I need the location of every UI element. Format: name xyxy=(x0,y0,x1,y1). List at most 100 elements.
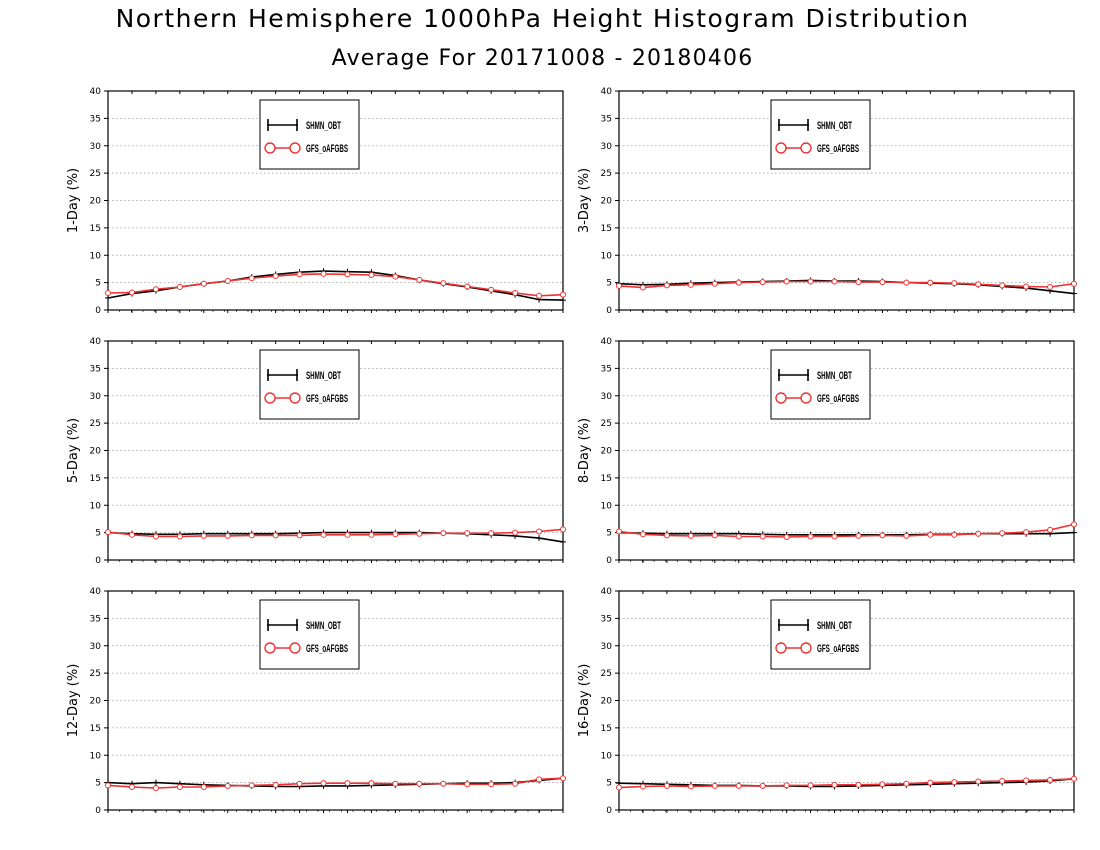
data-point-circle xyxy=(416,530,423,537)
data-point-circle xyxy=(152,533,159,540)
data-point-circle xyxy=(248,275,255,282)
y-axis-label: 8-Day (%) xyxy=(577,418,592,483)
data-point-circle xyxy=(616,784,622,791)
y-tick-label: 25 xyxy=(601,419,612,429)
data-point-circle xyxy=(560,775,566,782)
data-point-circle xyxy=(1047,284,1054,291)
data-point-circle xyxy=(616,528,622,535)
data-point-circle xyxy=(1071,521,1077,528)
y-tick-label: 15 xyxy=(90,724,101,734)
data-point-circle xyxy=(1071,775,1077,782)
y-tick-label: 30 xyxy=(601,642,613,652)
data-point-plus xyxy=(560,538,566,545)
series-line-gfs-oafgbs xyxy=(618,523,1075,538)
y-tick-label: 10 xyxy=(601,251,613,261)
plot-frame xyxy=(107,590,564,811)
data-point-circle xyxy=(999,777,1006,784)
y-tick-label: 15 xyxy=(90,224,101,234)
data-point-circle xyxy=(128,531,135,538)
data-point-circle xyxy=(759,533,766,540)
data-point-circle xyxy=(224,277,231,284)
legend-label-b: GFS_oAFGBS xyxy=(306,393,348,405)
data-point-circle xyxy=(272,273,279,280)
legend-label-b: GFS_oAFGBS xyxy=(306,143,348,155)
data-point-circle xyxy=(687,281,694,288)
data-point-circle xyxy=(663,282,670,289)
data-point-circle xyxy=(903,780,910,787)
data-point-circle xyxy=(536,528,543,535)
data-point-circle xyxy=(999,530,1006,537)
y-axis-label: 5-Day (%) xyxy=(66,418,81,483)
data-point-circle xyxy=(464,781,471,788)
series-line-gfs-oafgbs xyxy=(618,280,1075,289)
data-point-circle xyxy=(735,782,742,789)
data-point-circle xyxy=(951,779,958,786)
chart-subtitle: Average For 20171008 - 20180406 xyxy=(331,46,754,71)
legend-circle-mark xyxy=(775,642,787,654)
plot-frame xyxy=(107,90,564,311)
data-point-plus xyxy=(1071,290,1077,297)
y-tick-label: 15 xyxy=(601,474,612,484)
y-axis-label: 3-Day (%) xyxy=(577,168,592,233)
y-tick-label: 35 xyxy=(601,114,612,124)
data-point-circle xyxy=(831,278,838,285)
series-line-gfs-oafgbs xyxy=(618,778,1075,789)
legend-circle-mark xyxy=(800,142,812,154)
data-point-circle xyxy=(536,776,543,783)
legend-box xyxy=(770,599,871,670)
legend-circle-mark xyxy=(264,642,276,654)
data-point-circle xyxy=(176,784,183,791)
y-tick-label: 20 xyxy=(90,447,102,457)
legend-label-b: GFS_oAFGBS xyxy=(817,143,859,155)
y-tick-label: 25 xyxy=(601,169,612,179)
panel-5: 0 5 10 15 20 25 30 35 40 12-Day (%) SHMN_OBT GFS_oA… xyxy=(66,587,566,816)
data-point-circle xyxy=(320,780,327,787)
y-tick-label: 25 xyxy=(90,169,101,179)
plot-frame xyxy=(618,90,1075,311)
y-tick-label: 35 xyxy=(90,614,101,624)
y-tick-label: 20 xyxy=(90,197,102,207)
panel-1: 0 5 10 15 20 25 30 35 40 1-Day (%) SHMN_OBT GFS_oAF… xyxy=(66,87,566,316)
data-point-circle xyxy=(1071,280,1077,287)
data-point-circle xyxy=(512,290,519,297)
y-tick-label: 0 xyxy=(606,556,612,566)
data-point-circle xyxy=(807,533,814,540)
y-tick-label: 30 xyxy=(90,642,102,652)
data-point-circle xyxy=(735,279,742,286)
data-point-circle xyxy=(344,531,351,538)
y-tick-label: 25 xyxy=(90,669,101,679)
data-point-circle xyxy=(759,279,766,286)
y-tick-label: 40 xyxy=(90,87,102,97)
y-tick-label: 35 xyxy=(601,364,612,374)
data-point-circle xyxy=(440,280,447,287)
data-point-circle xyxy=(536,292,543,299)
y-tick-label: 40 xyxy=(90,587,102,597)
y-tick-label: 20 xyxy=(90,697,102,707)
data-point-circle xyxy=(639,284,646,291)
data-point-circle xyxy=(176,284,183,291)
data-point-circle xyxy=(440,780,447,787)
legend-label-b: GFS_oAFGBS xyxy=(306,643,348,655)
legend: SHMN_OBT GFS_oAFGBS xyxy=(259,349,360,420)
legend: SHMN_OBT GFS_oAFGBS xyxy=(770,99,871,170)
data-point-circle xyxy=(783,534,790,541)
data-point-circle xyxy=(759,782,766,789)
y-tick-label: 10 xyxy=(601,501,613,511)
data-point-circle xyxy=(879,279,886,286)
data-point-circle xyxy=(903,279,910,286)
data-point-circle xyxy=(296,780,303,787)
y-tick-label: 10 xyxy=(90,501,102,511)
data-point-circle xyxy=(224,782,231,789)
data-point-circle xyxy=(560,526,566,533)
data-point-circle xyxy=(616,282,622,289)
data-point-circle xyxy=(272,532,279,539)
data-point-circle xyxy=(512,529,519,536)
data-point-circle xyxy=(248,532,255,539)
data-point-circle xyxy=(416,276,423,283)
y-axis-label: 16-Day (%) xyxy=(577,664,592,738)
legend-box xyxy=(259,99,360,170)
data-point-circle xyxy=(1047,776,1054,783)
data-point-circle xyxy=(639,531,646,538)
data-point-plus xyxy=(536,535,543,542)
y-tick-label: 40 xyxy=(601,587,613,597)
